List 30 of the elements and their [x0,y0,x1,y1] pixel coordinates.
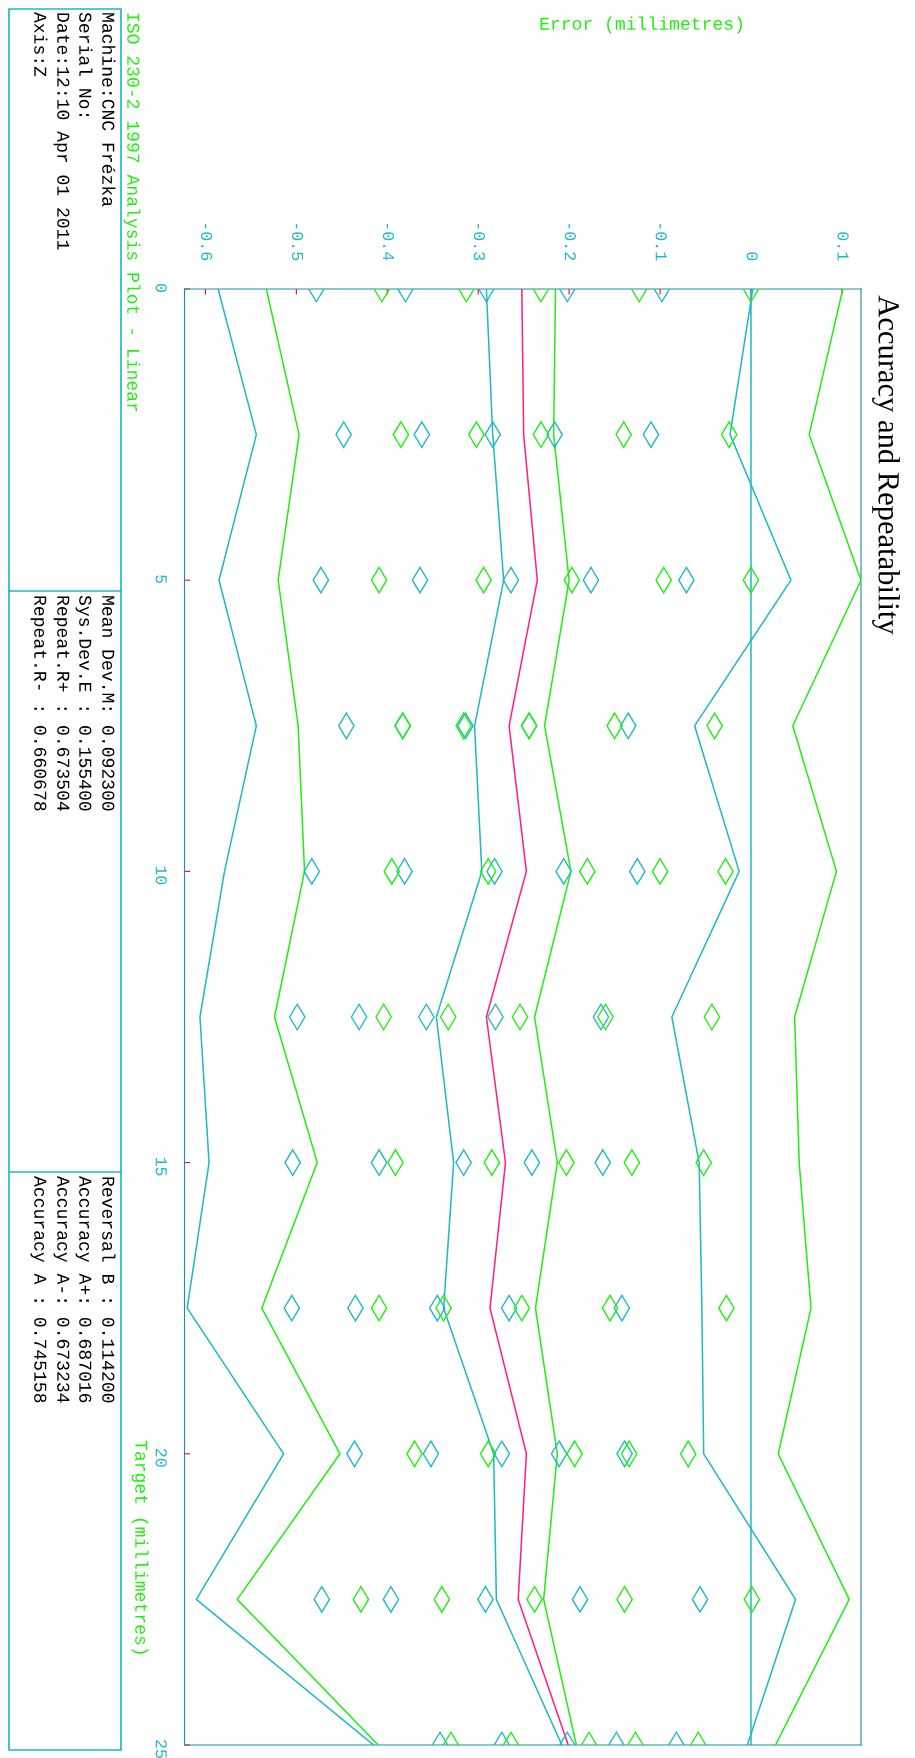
y-tick-label: 25 [155,1740,167,1758]
x-tick-label: -0.6 [200,223,213,261]
x-tick-label: -0.5 [291,223,304,261]
text: Mean Dev.M: 0.092300 [102,596,115,811]
x-tick-label: 0.1 [837,232,849,261]
x-tick-label: 0 [746,252,758,261]
text: Axis:Z [34,12,48,77]
text: Serial No: [79,12,93,116]
text: Accuracy A-: 0.673234 [53,1176,70,1403]
text: Accuracy A : 0.745158 [30,1176,47,1403]
x-tick-label: -0.1 [655,223,667,261]
y-tick-label: 20 [155,1448,167,1467]
text: Repeat.R+ : 0.673504 [53,596,70,811]
text: Accuracy A+: 0.687016 [75,1176,92,1403]
text: Date:12:10 Apr 01 2011 [53,13,70,250]
text: Error (millimetres) [540,16,742,34]
y-axis-title: Target (millimetres) [131,1440,149,1654]
text: Accuracy and Repeatability [872,295,900,635]
x-tick-label: -0.3 [473,223,486,261]
text: Sys.Dev.E : 0.155400 [75,595,92,811]
x-tick-label: -0.4 [382,223,395,261]
y-tick-label: 0 [155,283,167,292]
text: Reversal B : 0.114200 [102,1177,116,1403]
y-tick-label: 15 [155,1157,167,1176]
x-tick-label: -0.2 [564,223,576,261]
text: Repeat.R- : 0.660678 [30,596,47,811]
text: Machine:CNC Frézka [102,13,116,207]
text: ISO 230-2 1997 Analysis Plot - Linear [123,13,141,412]
y-tick-label: 10 [155,866,167,885]
y-tick-label: 5 [155,575,167,584]
